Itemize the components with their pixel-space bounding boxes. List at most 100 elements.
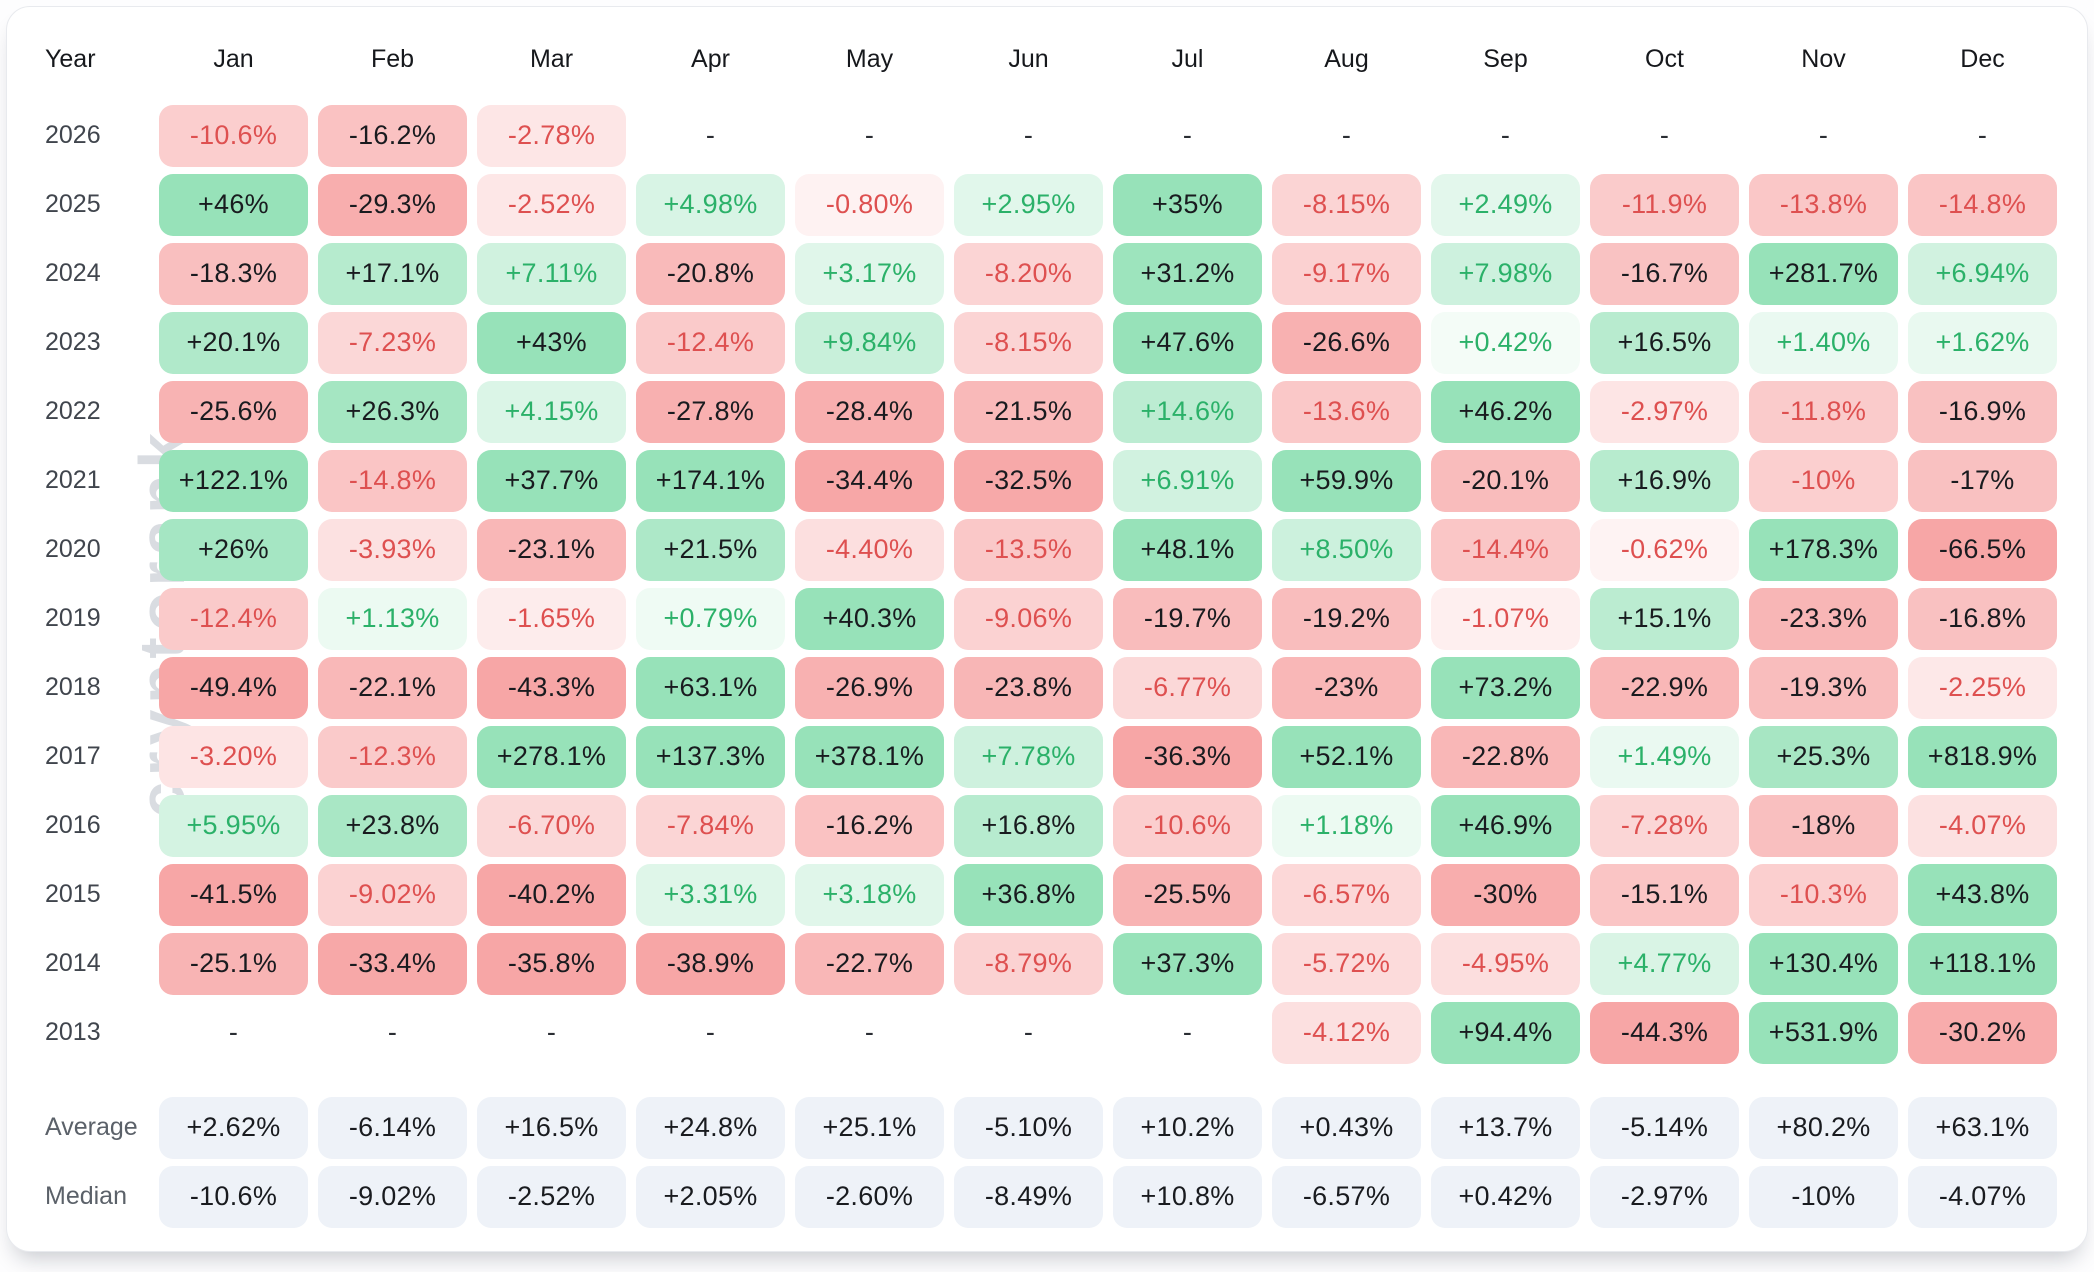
return-cell: +122.1% bbox=[159, 449, 308, 512]
return-cell: -6.77% bbox=[1113, 656, 1262, 719]
return-cell: - bbox=[387, 1017, 398, 1047]
return-cell: -12.4% bbox=[159, 587, 308, 650]
return-cell: -16.2% bbox=[318, 104, 467, 167]
return-cell: +35% bbox=[1113, 173, 1262, 236]
return-cell: +818.9% bbox=[1908, 725, 2057, 788]
return-cell: +48.1% bbox=[1113, 518, 1262, 581]
return-cell: -43.3% bbox=[477, 656, 626, 719]
summary-cell: -2.97% bbox=[1590, 1165, 1739, 1228]
return-cell: -18.3% bbox=[159, 242, 308, 305]
return-cell: -7.28% bbox=[1590, 794, 1739, 857]
return-cell: -0.62% bbox=[1590, 518, 1739, 581]
return-cell: +16.8% bbox=[954, 794, 1103, 857]
return-cell: -13.6% bbox=[1272, 380, 1421, 443]
return-cell: -10.6% bbox=[159, 104, 308, 167]
return-cell: +0.42% bbox=[1431, 311, 1580, 374]
return-cell: +46% bbox=[159, 173, 308, 236]
summary-cell: +63.1% bbox=[1908, 1096, 2057, 1159]
table-row: 2014 -25.1% -33.4% -35.8% -38.9% -22.7% -8.79%… bbox=[37, 929, 2057, 998]
year-label: 2014 bbox=[45, 949, 101, 977]
return-cell: +178.3% bbox=[1749, 518, 1898, 581]
table-row: 2013 - - - - - - - -4.12% +94.4% -44.3% +531.9% -30.… bbox=[37, 998, 2057, 1067]
return-cell: +63.1% bbox=[636, 656, 785, 719]
column-header-month: Dec bbox=[1960, 44, 2005, 73]
return-cell: -19.3% bbox=[1749, 656, 1898, 719]
return-cell: +17.1% bbox=[318, 242, 467, 305]
year-label: 2021 bbox=[45, 466, 101, 494]
return-cell: +59.9% bbox=[1272, 449, 1421, 512]
return-cell: +8.50% bbox=[1272, 518, 1421, 581]
year-label: 2025 bbox=[45, 190, 101, 218]
return-cell: - bbox=[1659, 120, 1670, 150]
return-cell: +1.13% bbox=[318, 587, 467, 650]
return-cell: -20.1% bbox=[1431, 449, 1580, 512]
return-cell: - bbox=[1341, 120, 1352, 150]
return-cell: -14.8% bbox=[318, 449, 467, 512]
summary-cell: +2.05% bbox=[636, 1165, 785, 1228]
table-row: 2015 -41.5% -9.02% -40.2% +3.31% +3.18% +36.8%… bbox=[37, 860, 2057, 929]
summary-cell: -5.10% bbox=[954, 1096, 1103, 1159]
return-cell: -25.1% bbox=[159, 932, 308, 995]
return-cell: -30% bbox=[1431, 863, 1580, 926]
return-cell: -8.15% bbox=[954, 311, 1103, 374]
return-cell: +1.18% bbox=[1272, 794, 1421, 857]
return-cell: +36.8% bbox=[954, 863, 1103, 926]
summary-row: Average +2.62% -6.14% +16.5% +24.8% +25.1% -5.… bbox=[37, 1093, 2057, 1162]
return-cell: +174.1% bbox=[636, 449, 785, 512]
return-cell: +46.2% bbox=[1431, 380, 1580, 443]
return-cell: -16.7% bbox=[1590, 242, 1739, 305]
return-cell: -8.15% bbox=[1272, 173, 1421, 236]
return-cell: +278.1% bbox=[477, 725, 626, 788]
summary-label: Average bbox=[45, 1113, 138, 1141]
return-cell: -10% bbox=[1749, 449, 1898, 512]
return-cell: +1.62% bbox=[1908, 311, 2057, 374]
return-cell: +7.98% bbox=[1431, 242, 1580, 305]
return-cell: +130.4% bbox=[1749, 932, 1898, 995]
year-label: 2024 bbox=[45, 259, 101, 287]
return-cell: -13.5% bbox=[954, 518, 1103, 581]
return-cell: +378.1% bbox=[795, 725, 944, 788]
return-cell: -36.3% bbox=[1113, 725, 1262, 788]
return-cell: -23.8% bbox=[954, 656, 1103, 719]
summary-cell: -5.14% bbox=[1590, 1096, 1739, 1159]
return-cell: -26.6% bbox=[1272, 311, 1421, 374]
return-cell: +94.4% bbox=[1431, 1001, 1580, 1064]
return-cell: -26.9% bbox=[795, 656, 944, 719]
return-cell: -22.7% bbox=[795, 932, 944, 995]
summary-rows: Average +2.62% -6.14% +16.5% +24.8% +25.1% -5.… bbox=[37, 1093, 2057, 1231]
year-label: 2017 bbox=[45, 742, 101, 770]
summary-cell: -8.49% bbox=[954, 1165, 1103, 1228]
return-cell: -2.78% bbox=[477, 104, 626, 167]
return-cell: -6.57% bbox=[1272, 863, 1421, 926]
return-cell: +43.8% bbox=[1908, 863, 2057, 926]
return-cell: - bbox=[705, 120, 716, 150]
year-label: 2023 bbox=[45, 328, 101, 356]
return-cell: -30.2% bbox=[1908, 1001, 2057, 1064]
monthly-returns-table: Year Jan Feb Mar Apr May Jun Jul Aug Sep Oct Nov Dec… bbox=[37, 31, 2057, 1231]
return-cell: -15.1% bbox=[1590, 863, 1739, 926]
return-cell: +52.1% bbox=[1272, 725, 1421, 788]
return-cell: -2.52% bbox=[477, 173, 626, 236]
return-cell: +0.79% bbox=[636, 587, 785, 650]
return-cell: +4.98% bbox=[636, 173, 785, 236]
return-cell: -23.1% bbox=[477, 518, 626, 581]
return-cell: +4.77% bbox=[1590, 932, 1739, 995]
column-header-month: Jun bbox=[1008, 44, 1049, 73]
return-cell: -10.3% bbox=[1749, 863, 1898, 926]
table-row: 2025 +46% -29.3% -2.52% +4.98% -0.80% +2.95% +3… bbox=[37, 170, 2057, 239]
summary-cell: +2.62% bbox=[159, 1096, 308, 1159]
column-header-month: Jul bbox=[1171, 44, 1204, 73]
column-header-year: Year bbox=[45, 44, 96, 73]
return-cell: -2.25% bbox=[1908, 656, 2057, 719]
return-cell: +6.91% bbox=[1113, 449, 1262, 512]
return-cell: -21.5% bbox=[954, 380, 1103, 443]
return-cell: +46.9% bbox=[1431, 794, 1580, 857]
return-cell: -35.8% bbox=[477, 932, 626, 995]
table-row: 2019 -12.4% +1.13% -1.65% +0.79% +40.3% -9.06%… bbox=[37, 584, 2057, 653]
summary-cell: -6.14% bbox=[318, 1096, 467, 1159]
return-cell: - bbox=[1977, 120, 1988, 150]
return-cell: -11.8% bbox=[1749, 380, 1898, 443]
return-cell: -7.84% bbox=[636, 794, 785, 857]
return-cell: -29.3% bbox=[318, 173, 467, 236]
return-cell: -19.7% bbox=[1113, 587, 1262, 650]
